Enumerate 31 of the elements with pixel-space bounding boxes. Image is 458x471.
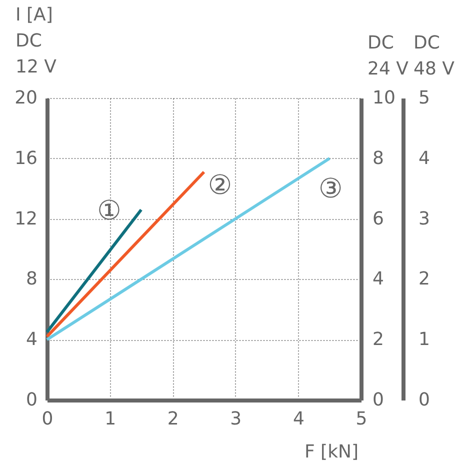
x-tick-label: 4 [292, 408, 304, 430]
y-tick-label: 12 [14, 208, 38, 230]
y3-tick-label: 4 [418, 148, 430, 169]
y-tick-label: 4 [26, 329, 38, 350]
y2-tick-label: 2 [372, 329, 384, 350]
y3-tick-label: 0 [418, 390, 430, 410]
y3-tick-label: 3 [418, 208, 430, 230]
y-tick-label: 16 [14, 148, 38, 169]
x-tick-label: 1 [104, 408, 116, 430]
series-label: ② [208, 170, 232, 201]
y-axis-title: I [A] DC 12 V [16, 4, 58, 78]
y2-tick-label: 8 [372, 148, 384, 169]
series-label: ③ [318, 173, 343, 204]
y2-tick-label: 0 [372, 390, 384, 410]
y3-tick-label: 2 [418, 268, 430, 290]
y2-tick-label: 10 [372, 88, 396, 108]
series-label: ① [97, 196, 122, 227]
y2-tick-label: 4 [372, 268, 384, 290]
y3-tick-label: 5 [418, 88, 430, 108]
x-tick-label: 0 [42, 408, 54, 430]
x-tick-label: 3 [230, 408, 242, 430]
y-tick-label: 0 [26, 390, 38, 410]
x-tick-label: 2 [167, 408, 179, 430]
y-tick-label: 20 [14, 88, 38, 108]
y-tick-label: 8 [26, 268, 38, 290]
y2-tick-label: 6 [372, 208, 384, 230]
x-tick-label: 5 [356, 408, 368, 430]
y3-axis-title: DC 48 V [414, 32, 456, 80]
x-axis-title: F [kN] [304, 442, 358, 462]
y2-axis-title: DC 24 V [368, 32, 410, 80]
y3-tick-label: 1 [418, 329, 430, 350]
